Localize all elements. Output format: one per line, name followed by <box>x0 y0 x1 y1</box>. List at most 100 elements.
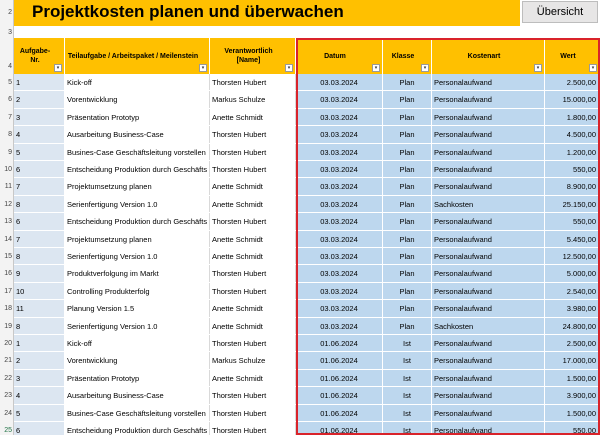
cell-cost[interactable]: Sachkosten <box>432 317 545 334</box>
filter-dropdown-icon[interactable]: ▾ <box>589 64 597 72</box>
cell-nr[interactable]: 6 <box>14 422 65 435</box>
row-number[interactable]: 3 <box>8 29 12 36</box>
cell-class[interactable]: Plan <box>383 126 432 143</box>
cell-resp[interactable]: Anette Schmidt <box>210 317 296 334</box>
cell-value[interactable]: 2.500,00 <box>545 74 599 91</box>
cell-task[interactable]: Projektumsetzung planen <box>65 178 210 195</box>
cell-task[interactable]: Präsentation Prototyp <box>65 369 210 387</box>
cell-nr[interactable]: 1 <box>14 335 65 352</box>
cell-value[interactable]: 2.500,00 <box>545 335 599 352</box>
filter-dropdown-icon[interactable]: ▾ <box>372 64 380 72</box>
cell-value[interactable]: 24.800,00 <box>545 317 599 334</box>
cell-resp[interactable]: Anette Schmidt <box>210 369 296 387</box>
overview-button[interactable]: Übersicht <box>522 1 598 23</box>
cell-cost[interactable]: Personalaufwand <box>432 300 545 317</box>
cell-resp[interactable]: Thorsten Hubert <box>210 387 296 404</box>
filter-dropdown-icon[interactable]: ▾ <box>199 64 207 72</box>
cell-resp[interactable]: Thorsten Hubert <box>210 335 296 352</box>
cell-resp[interactable]: Thorsten Hubert <box>210 126 296 143</box>
cell-cost[interactable]: Personalaufwand <box>432 91 545 108</box>
cell-value[interactable]: 1.800,00 <box>545 108 599 126</box>
cell-date[interactable]: 03.03.2024 <box>296 213 383 230</box>
filter-dropdown-icon[interactable]: ▾ <box>285 64 293 72</box>
cell-nr[interactable]: 4 <box>14 387 65 404</box>
cell-date[interactable]: 03.03.2024 <box>296 143 383 160</box>
row-number[interactable]: 5 <box>8 79 12 86</box>
cell-cost[interactable]: Personalaufwand <box>432 248 545 265</box>
cell-value[interactable]: 550,00 <box>545 213 599 230</box>
cell-cost[interactable]: Personalaufwand <box>432 282 545 300</box>
cell-resp[interactable]: Anette Schmidt <box>210 300 296 317</box>
cell-date[interactable]: 01.06.2024 <box>296 335 383 352</box>
cell-date[interactable]: 03.03.2024 <box>296 126 383 143</box>
cell-date[interactable]: 03.03.2024 <box>296 161 383 178</box>
row-number[interactable]: 24 <box>4 409 12 417</box>
cell-cost[interactable]: Personalaufwand <box>432 108 545 126</box>
cell-date[interactable]: 01.06.2024 <box>296 387 383 404</box>
cell-nr[interactable]: 5 <box>14 143 65 160</box>
cell-date[interactable]: 03.03.2024 <box>296 282 383 300</box>
cell-task[interactable]: Präsentation Prototyp <box>65 108 210 126</box>
cell-class[interactable]: Ist <box>383 335 432 352</box>
row-number[interactable]: 9 <box>8 148 12 156</box>
cell-cost[interactable]: Personalaufwand <box>432 126 545 143</box>
cell-nr[interactable]: 11 <box>14 300 65 317</box>
cell-nr[interactable]: 3 <box>14 108 65 126</box>
cell-value[interactable]: 1.200,00 <box>545 143 599 160</box>
cell-resp[interactable]: Thorsten Hubert <box>210 422 296 435</box>
cell-cost[interactable]: Personalaufwand <box>432 178 545 195</box>
cell-class[interactable]: Plan <box>383 282 432 300</box>
cell-resp[interactable]: Thorsten Hubert <box>210 143 296 160</box>
cell-date[interactable]: 03.03.2024 <box>296 108 383 126</box>
cell-cost[interactable]: Personalaufwand <box>432 143 545 160</box>
cell-resp[interactable]: Thorsten Hubert <box>210 265 296 282</box>
cell-value[interactable]: 2.540,00 <box>545 282 599 300</box>
cell-task[interactable]: Entscheidung Produktion durch Geschäfts <box>65 213 210 230</box>
cell-class[interactable]: Plan <box>383 213 432 230</box>
row-number[interactable]: 15 <box>4 253 12 260</box>
cell-task[interactable]: Entscheidung Produktion durch Geschäfts <box>65 161 210 178</box>
cell-nr[interactable]: 6 <box>14 161 65 178</box>
cell-cost[interactable]: Personalaufwand <box>432 161 545 178</box>
cell-nr[interactable]: 2 <box>14 91 65 108</box>
cell-class[interactable]: Ist <box>383 404 432 421</box>
cell-cost[interactable]: Personalaufwand <box>432 265 545 282</box>
cell-nr[interactable]: 6 <box>14 213 65 230</box>
cell-date[interactable]: 01.06.2024 <box>296 352 383 369</box>
cell-class[interactable]: Plan <box>383 143 432 160</box>
cell-class[interactable]: Ist <box>383 387 432 404</box>
cell-class[interactable]: Plan <box>383 74 432 91</box>
cell-resp[interactable]: Markus Schulze <box>210 352 296 369</box>
cell-date[interactable]: 03.03.2024 <box>296 300 383 317</box>
cell-date[interactable]: 03.03.2024 <box>296 178 383 195</box>
cell-task[interactable]: Vorentwicklung <box>65 91 210 108</box>
cell-class[interactable]: Plan <box>383 265 432 282</box>
row-number[interactable]: 14 <box>4 235 12 243</box>
cell-resp[interactable]: Thorsten Hubert <box>210 74 296 91</box>
cell-resp[interactable]: Anette Schmidt <box>210 178 296 195</box>
cell-class[interactable]: Ist <box>383 369 432 387</box>
cell-value[interactable]: 17.000,00 <box>545 352 599 369</box>
cell-value[interactable]: 8.900,00 <box>545 178 599 195</box>
cell-task[interactable]: Vorentwicklung <box>65 352 210 369</box>
cell-resp[interactable]: Markus Schulze <box>210 91 296 108</box>
filter-dropdown-icon[interactable]: ▾ <box>421 64 429 72</box>
cell-resp[interactable]: Anette Schmidt <box>210 248 296 265</box>
cell-class[interactable]: Plan <box>383 178 432 195</box>
cell-task[interactable]: Ausarbeitung Business-Case <box>65 387 210 404</box>
cell-value[interactable]: 3.900,00 <box>545 387 599 404</box>
row-number[interactable]: 16 <box>4 270 12 278</box>
cell-cost[interactable]: Personalaufwand <box>432 422 545 435</box>
cell-value[interactable]: 1.500,00 <box>545 369 599 387</box>
cell-nr[interactable]: 1 <box>14 74 65 91</box>
cell-value[interactable]: 1.500,00 <box>545 404 599 421</box>
cell-class[interactable]: Plan <box>383 91 432 108</box>
cell-resp[interactable]: Anette Schmidt <box>210 195 296 213</box>
row-number[interactable]: 19 <box>4 322 12 330</box>
cell-cost[interactable]: Personalaufwand <box>432 230 545 247</box>
filter-dropdown-icon[interactable]: ▾ <box>54 64 62 72</box>
cell-cost[interactable]: Personalaufwand <box>432 74 545 91</box>
cell-date[interactable]: 03.03.2024 <box>296 230 383 247</box>
cell-cost[interactable]: Sachkosten <box>432 195 545 213</box>
cell-date[interactable]: 03.03.2024 <box>296 317 383 334</box>
